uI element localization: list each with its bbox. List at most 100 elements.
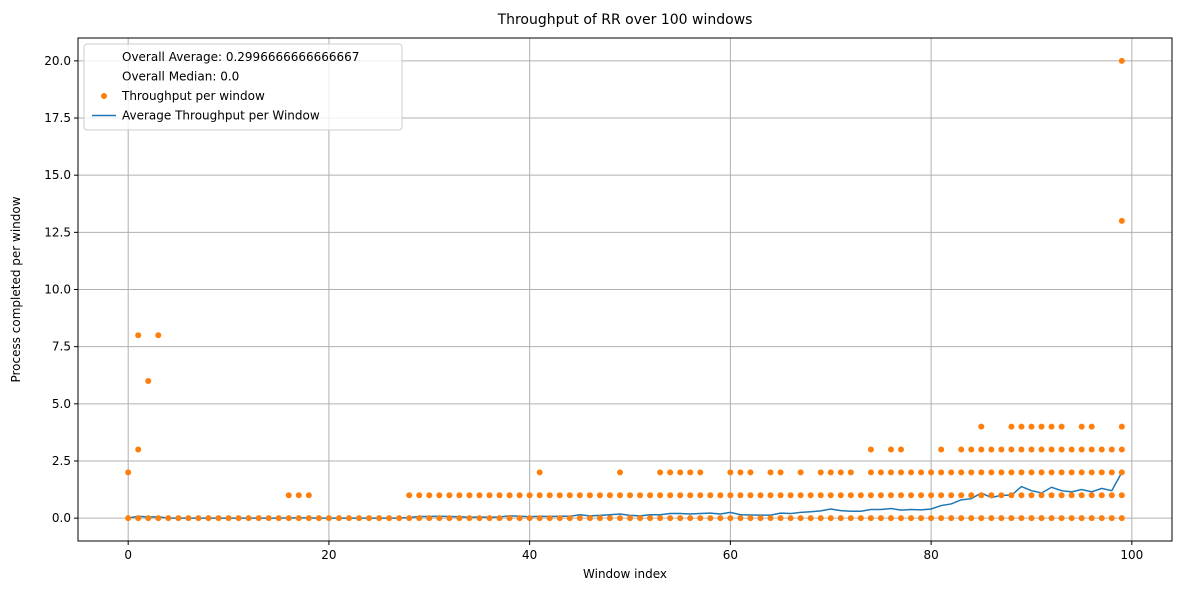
scatter-point (727, 515, 734, 522)
scatter-point (606, 515, 613, 522)
scatter-point (687, 469, 694, 476)
scatter-point (697, 469, 704, 476)
scatter-point (978, 469, 985, 476)
scatter-point (566, 515, 573, 522)
scatter-point (1038, 423, 1045, 430)
scatter-point (466, 492, 473, 499)
average-line-layer (128, 472, 1123, 519)
scatter-point (536, 492, 543, 499)
scatter-point (637, 492, 644, 499)
scatter-point (135, 446, 142, 453)
scatter-point (767, 515, 774, 522)
scatter-point (1118, 469, 1125, 476)
x-tick-label: 20 (321, 548, 336, 562)
scatter-point (536, 515, 543, 522)
scatter-point (948, 515, 955, 522)
scatter-point (1088, 423, 1095, 430)
scatter-point (125, 469, 132, 476)
scatter-point (1068, 492, 1075, 499)
scatter-point (787, 515, 794, 522)
scatter-point (958, 469, 965, 476)
scatter-point (697, 515, 704, 522)
scatter-point (145, 377, 152, 384)
scatter-point (596, 492, 603, 499)
scatter-point (627, 492, 634, 499)
scatter-point (677, 515, 684, 522)
scatter-point (1098, 515, 1105, 522)
scatter-point (687, 492, 694, 499)
scatter-point (867, 446, 874, 453)
scatter-point (667, 492, 674, 499)
scatter-point (918, 469, 925, 476)
legend-marker-scatter (101, 93, 107, 99)
scatter-point (125, 515, 132, 522)
scatter-point (908, 492, 915, 499)
scatter-point (516, 515, 523, 522)
scatter-point (928, 492, 935, 499)
scatter-point (1018, 446, 1025, 453)
scatter-point (295, 492, 302, 499)
scatter-point (887, 469, 894, 476)
scatter-point (747, 492, 754, 499)
scatter-point (847, 515, 854, 522)
scatter-point (817, 469, 824, 476)
y-tick-label: 17.5 (44, 111, 71, 125)
scatter-point (938, 446, 945, 453)
scatter-point (155, 515, 162, 522)
scatter-point (476, 492, 483, 499)
scatter-point (436, 492, 443, 499)
scatter-point (978, 446, 985, 453)
scatter-point (1018, 469, 1025, 476)
scatter-point (1028, 492, 1035, 499)
scatter-point (767, 492, 774, 499)
scatter-point (1078, 423, 1085, 430)
scatter-point (968, 492, 975, 499)
scatter-point (1068, 446, 1075, 453)
scatter-point (918, 515, 925, 522)
scatter-point (536, 469, 543, 476)
scatter-point (898, 446, 905, 453)
legend-entry-overall-average: Overall Average: 0.2996666666666667 (122, 50, 359, 64)
scatter-point (717, 515, 724, 522)
legend-box (83, 43, 403, 131)
scatter-point (938, 492, 945, 499)
scatter-point (1038, 469, 1045, 476)
scatter-point (1048, 515, 1055, 522)
scatter-point (707, 492, 714, 499)
scatter-point (647, 492, 654, 499)
scatter-point (386, 515, 393, 522)
scatter-point (1118, 446, 1125, 453)
scatter-point (687, 515, 694, 522)
scatter-point (677, 469, 684, 476)
scatter-point (1028, 423, 1035, 430)
scatter-point (516, 492, 523, 499)
scatter-point (707, 515, 714, 522)
scatter-point (1088, 515, 1095, 522)
scatter-point (556, 515, 563, 522)
scatter-point (406, 515, 413, 522)
y-tick-label: 2.5 (52, 454, 71, 468)
chart-title: Throughput of RR over 100 windows (497, 12, 753, 28)
y-tick-label: 12.5 (44, 225, 71, 239)
y-tick-label: 0.0 (52, 511, 71, 525)
scatter-point (506, 492, 513, 499)
legend-entry-average-line: Average Throughput per Window (122, 109, 320, 123)
legend-entry-throughput: Throughput per window (121, 89, 265, 103)
scatter-point (1058, 515, 1065, 522)
scatter-point (847, 469, 854, 476)
scatter-point (727, 469, 734, 476)
scatter-point (887, 446, 894, 453)
scatter-point (596, 515, 603, 522)
scatter-point (1048, 446, 1055, 453)
scatter-point (968, 469, 975, 476)
scatter-point (466, 515, 473, 522)
scatter-point (546, 492, 553, 499)
legend: Overall Average: 0.2996666666666667 Over… (83, 43, 403, 131)
scatter-point (1008, 492, 1015, 499)
x-tick-label: 40 (522, 548, 537, 562)
scatter-point (135, 332, 142, 339)
scatter-point (747, 515, 754, 522)
scatter-point (857, 515, 864, 522)
scatter-point (606, 492, 613, 499)
